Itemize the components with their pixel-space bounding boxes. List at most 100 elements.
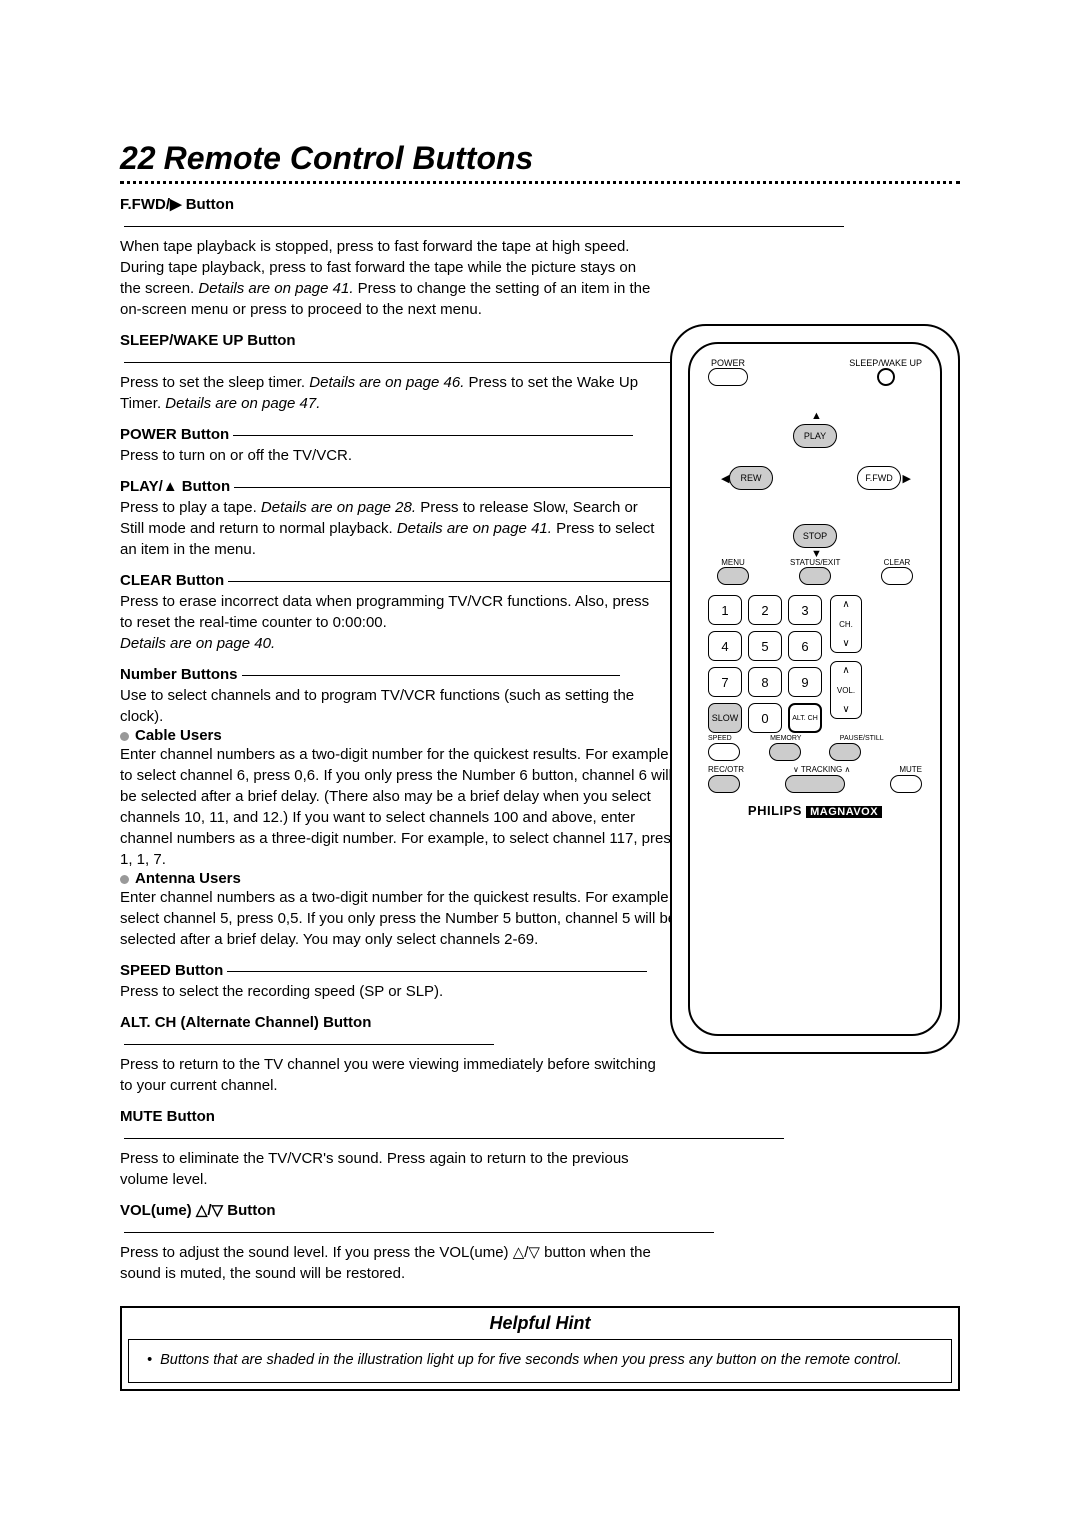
rule [124,362,699,363]
mute-body: Press to eliminate the TV/VCR's sound. P… [120,1148,660,1190]
memory-button [769,743,801,761]
page-number: 22 [120,140,156,176]
num-4: 4 [708,631,742,661]
page-heading: Remote Control Buttons [164,140,534,176]
down-icon: ∨ [831,704,861,715]
cable-body: Enter channel numbers as a two-digit num… [120,744,682,870]
status-button [799,567,831,585]
section-power: POWER Button Press to turn on or off the… [120,424,695,466]
remote-illustration: POWER SLEEP/WAKE UP ▲ ▼ ◀ ▶ PLAY REW F.F… [670,324,960,1054]
bottom-buttons [708,775,922,793]
tracking-button [785,775,845,793]
bullet-icon [120,875,129,884]
speed-button [708,743,740,761]
right-triangle-icon: ▶ [903,472,911,485]
side-buttons: ∧ CH. ∨ ∧ VOL. ∨ [830,595,862,733]
mid-row: MENU STATUS/EXIT CLEAR [708,558,922,585]
up-icon: ∧ [831,665,861,676]
hint-body: •Buttons that are shaded in the illustra… [128,1339,952,1383]
vol-label: VOL. [831,686,861,695]
speed-row [708,743,922,761]
bullet-dot-icon: • [147,1352,152,1368]
section-altch: ALT. CH (Alternate Channel) Button Press… [120,1012,695,1096]
menu-button [717,567,749,585]
ch-rocker: ∧ CH. ∨ [830,595,862,653]
rule [124,1044,494,1045]
play-title: PLAY/▲ Button [120,478,230,495]
ch-label: CH. [831,620,861,629]
sleep-body: Press to set the sleep timer. Details ar… [120,372,660,414]
rule [124,1232,714,1233]
rule [124,1138,784,1139]
num-6: 6 [788,631,822,661]
section-play: PLAY/▲ Button Press to play a tape. Deta… [120,476,695,560]
recotr-label: REC/OTR [708,765,744,774]
bottom-labels: REC/OTR ∨ TRACKING ∧ MUTE [708,765,922,774]
rule [242,675,620,676]
num-8: 8 [748,667,782,697]
num-0: 0 [748,703,782,733]
dotted-divider [120,181,960,184]
small-labels-row: SPEED MEMORY PAUSE/STILL [708,735,922,742]
ffwd-button: F.FWD [857,466,901,490]
hint-box: Helpful Hint •Buttons that are shaded in… [120,1306,960,1391]
up-icon: ∧ [831,599,861,610]
speed-title: SPEED Button [120,962,223,979]
clear-body: Press to erase incorrect data when progr… [120,591,660,654]
num-5: 5 [748,631,782,661]
number-title: Number Buttons [120,666,238,683]
section-speed: SPEED Button Press to select the recordi… [120,960,695,1002]
remote-inner: POWER SLEEP/WAKE UP ▲ ▼ ◀ ▶ PLAY REW F.F… [688,342,942,1036]
page-title: 22Remote Control Buttons [120,140,960,177]
vol-rocker: ∧ VOL. ∨ [830,661,862,719]
numpad-area: 1 2 3 4 5 6 7 8 9 SLOW 0 ALT. CH ∧ CH [708,595,922,733]
sleep-button [877,368,895,386]
section-number: Number Buttons Use to select channels an… [120,664,695,950]
playpad: ▲ ▼ ◀ ▶ PLAY REW F.FWD STOP [735,426,895,546]
mute-label: MUTE [899,765,922,774]
pause-button [829,743,861,761]
section-vol: VOL(ume) △/▽ Button Press to adjust the … [120,1200,695,1284]
ffwd-title: F.FWD/▶ Button [120,196,234,213]
altch-button: ALT. CH [788,703,822,733]
power-title: POWER Button [120,426,229,443]
slow-button: SLOW [708,703,742,733]
sleep-label: SLEEP/WAKE UP [849,358,922,368]
numpad: 1 2 3 4 5 6 7 8 9 SLOW 0 ALT. CH [708,595,822,733]
section-mute: MUTE Button Press to eliminate the TV/VC… [120,1106,695,1190]
pause-label: PAUSE/STILL [840,735,884,742]
rule [228,581,673,582]
hint-title: Helpful Hint [122,1308,958,1339]
rule [234,487,674,488]
section-sleep: SLEEP/WAKE UP Button Press to set the sl… [120,330,695,414]
stop-button: STOP [793,524,837,548]
sleep-title: SLEEP/WAKE UP Button [120,332,296,349]
cable-title: Cable Users [120,727,695,744]
altch-title: ALT. CH (Alternate Channel) Button [120,1014,371,1031]
mute-title: MUTE Button [120,1108,215,1125]
mute-button [890,775,922,793]
ffwd-body: When tape playback is stopped, press to … [120,236,660,320]
vol-body: Press to adjust the sound level. If you … [120,1242,660,1284]
rew-button: REW [729,466,773,490]
antenna-body: Enter channel numbers as a two-digit num… [120,887,700,950]
power-body: Press to turn on or off the TV/VCR. [120,445,695,466]
down-triangle-icon: ▼ [811,548,822,560]
brand-philips: PHILIPS [748,803,802,818]
content-area: F.FWD/▶ Button When tape playback is sto… [120,194,960,1284]
num-7: 7 [708,667,742,697]
altch-body: Press to return to the TV channel you we… [120,1054,660,1096]
num-1: 1 [708,595,742,625]
memory-label: MEMORY [770,735,801,742]
recotr-button [708,775,740,793]
up-triangle-icon: ▲ [811,410,822,422]
vol-title: VOL(ume) △/▽ Button [120,1202,276,1219]
speed-label: SPEED [708,735,732,742]
speed-body: Press to select the recording speed (SP … [120,981,695,1002]
rule [233,435,633,436]
remote-top-row: POWER SLEEP/WAKE UP [708,358,922,386]
clear-button [881,567,913,585]
clear-label: CLEAR [872,558,922,567]
play-body: Press to play a tape. Details are on pag… [120,497,660,560]
section-ffwd: F.FWD/▶ Button When tape playback is sto… [120,194,695,320]
